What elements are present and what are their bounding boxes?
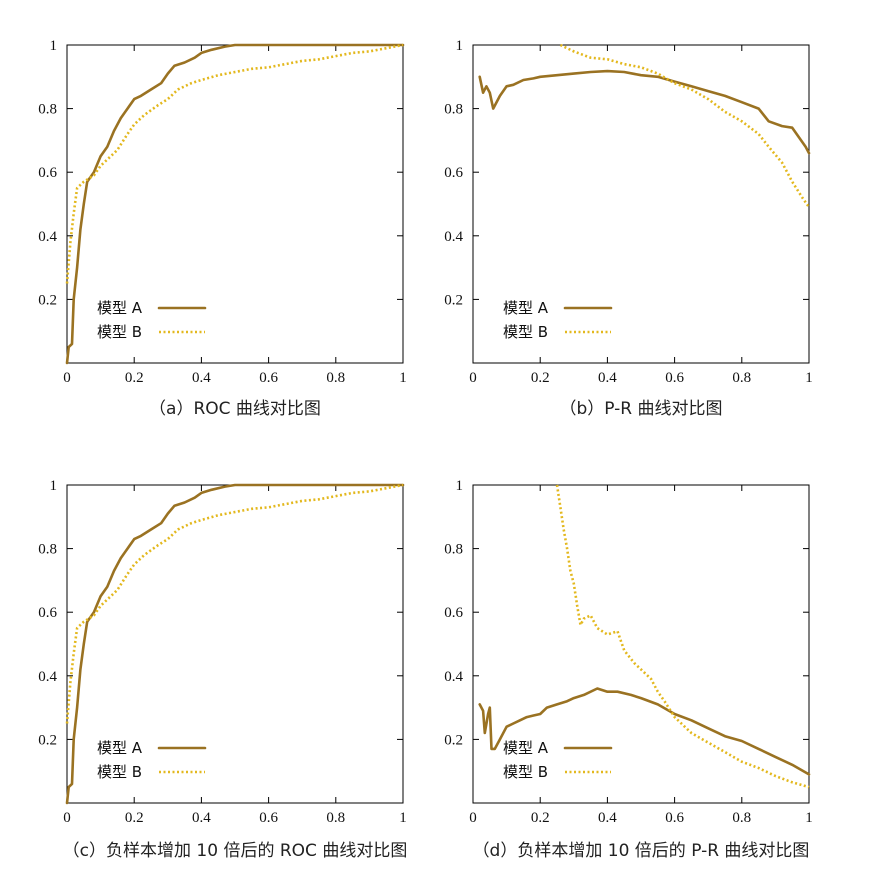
legend-label: 模型 B bbox=[503, 763, 548, 781]
chart-panel-1: 0 0.2 0.4 0.6 0.8 1 0.2 0.4 0.6 0.8 1 模型 A 模型 B （b）P-… bbox=[444, 38, 813, 419]
y-tick-label: 0.2 bbox=[38, 732, 57, 748]
x-tick-label: 1 bbox=[805, 810, 813, 826]
y-tick-label: 0.2 bbox=[444, 732, 463, 748]
x-tick-label: 0.4 bbox=[192, 370, 211, 386]
y-tick-label: 0.4 bbox=[38, 669, 57, 685]
y-tick-label: 1 bbox=[50, 38, 58, 54]
x-tick-label: 0.4 bbox=[598, 810, 617, 826]
x-tick-label: 0.2 bbox=[531, 810, 550, 826]
legend-label: 模型 B bbox=[503, 323, 548, 341]
x-tick-label: 0.2 bbox=[125, 810, 144, 826]
x-tick-label: 0.6 bbox=[665, 370, 684, 386]
x-tick-label: 0.2 bbox=[125, 370, 144, 386]
x-tick-label: 0 bbox=[469, 810, 477, 826]
x-tick-label: 1 bbox=[399, 370, 407, 386]
panel-caption: （a）ROC 曲线对比图 bbox=[149, 399, 321, 419]
panel-caption: （b）P-R 曲线对比图 bbox=[559, 399, 722, 419]
legend-label: 模型 A bbox=[503, 739, 549, 757]
y-tick-label: 0.8 bbox=[38, 102, 57, 118]
x-tick-label: 0.2 bbox=[531, 370, 550, 386]
y-tick-label: 0.8 bbox=[38, 542, 57, 558]
y-tick-label: 0.8 bbox=[444, 542, 463, 558]
legend-label: 模型 A bbox=[97, 739, 143, 757]
x-tick-label: 0 bbox=[63, 810, 71, 826]
chart-panel-3: 0 0.2 0.4 0.6 0.8 1 0.2 0.4 0.6 0.8 1 模型 A 模型 B （d）负样… bbox=[444, 478, 813, 861]
y-tick-label: 0.8 bbox=[444, 102, 463, 118]
y-tick-label: 0.4 bbox=[38, 229, 57, 245]
y-tick-label: 1 bbox=[456, 38, 464, 54]
x-tick-label: 0.4 bbox=[598, 370, 617, 386]
series-line-b bbox=[555, 484, 810, 789]
x-tick-label: 0.8 bbox=[732, 370, 751, 386]
y-tick-label: 1 bbox=[456, 478, 464, 494]
y-tick-label: 0.2 bbox=[444, 292, 463, 308]
plot-frame bbox=[472, 484, 810, 804]
x-tick-label: 0.6 bbox=[259, 370, 278, 386]
series-line-a bbox=[65, 483, 405, 805]
x-tick-label: 1 bbox=[399, 810, 407, 826]
y-tick-label: 0.6 bbox=[38, 605, 57, 621]
y-tick-label: 0.6 bbox=[444, 605, 463, 621]
series-line-a bbox=[478, 687, 811, 776]
legend-label: 模型 B bbox=[97, 323, 142, 341]
series-line-b bbox=[65, 483, 404, 724]
series-line-a bbox=[65, 43, 405, 365]
x-tick-label: 0.8 bbox=[326, 810, 345, 826]
y-tick-label: 0.6 bbox=[444, 165, 463, 181]
y-tick-label: 0.6 bbox=[38, 165, 57, 181]
panel-caption: （d）负样本增加 10 倍后的 P-R 曲线对比图 bbox=[473, 841, 810, 861]
y-tick-label: 0.2 bbox=[38, 292, 57, 308]
plot-frame bbox=[472, 44, 810, 364]
chart-panel-0: 0 0.2 0.4 0.6 0.8 1 0.2 0.4 0.6 0.8 1 模型 A 模型 B （a）RO… bbox=[38, 38, 407, 419]
legend-label: 模型 A bbox=[97, 299, 143, 317]
legend-label: 模型 A bbox=[503, 299, 549, 317]
x-tick-label: 0.8 bbox=[326, 370, 345, 386]
x-tick-label: 0 bbox=[469, 370, 477, 386]
y-tick-label: 1 bbox=[50, 478, 58, 494]
y-tick-label: 0.4 bbox=[444, 669, 463, 685]
series-line-a bbox=[478, 69, 811, 155]
series-line-b bbox=[65, 43, 404, 284]
series-line-b bbox=[559, 43, 811, 208]
chart-panel-2: 0 0.2 0.4 0.6 0.8 1 0.2 0.4 0.6 0.8 1 模型 A 模型 B （c）负样… bbox=[38, 478, 407, 861]
x-tick-label: 0.6 bbox=[665, 810, 684, 826]
x-tick-label: 1 bbox=[805, 370, 813, 386]
legend-label: 模型 B bbox=[97, 763, 142, 781]
panel-caption: （c）负样本增加 10 倍后的 ROC 曲线对比图 bbox=[63, 841, 408, 861]
y-tick-label: 0.4 bbox=[444, 229, 463, 245]
x-tick-label: 0.8 bbox=[732, 810, 751, 826]
x-tick-label: 0.4 bbox=[192, 810, 211, 826]
x-tick-label: 0.6 bbox=[259, 810, 278, 826]
x-tick-label: 0 bbox=[63, 370, 71, 386]
